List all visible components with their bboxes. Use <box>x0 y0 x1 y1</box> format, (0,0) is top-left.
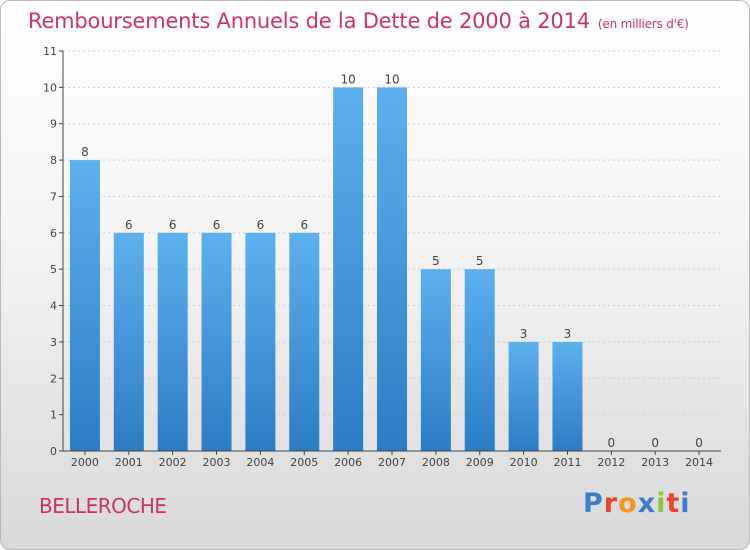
data-label-2000: 8 <box>81 145 89 159</box>
x-tick-label: 2010 <box>510 456 538 469</box>
y-tick-label: 10 <box>43 81 57 94</box>
x-tick-label: 2000 <box>71 456 99 469</box>
bar-2000 <box>69 160 100 451</box>
logo-letter: o <box>618 488 638 519</box>
bar-2005 <box>289 232 320 451</box>
y-tick-label: 0 <box>50 445 57 458</box>
x-tick-label: 2014 <box>685 456 713 469</box>
data-label-2010: 3 <box>520 327 528 341</box>
x-tick-label: 2001 <box>115 456 143 469</box>
data-label-2011: 3 <box>564 327 572 341</box>
bar-2003 <box>201 232 232 451</box>
proxiti-logo[interactable]: Proxiti <box>583 488 691 519</box>
chart-title-text: Remboursements Annuels de la Dette de 20… <box>28 9 590 33</box>
logo-letter: i <box>680 488 691 519</box>
logo-letter: i <box>656 488 667 519</box>
data-label-2004: 6 <box>257 218 265 232</box>
data-label-2013: 0 <box>651 436 659 450</box>
data-label-2005: 6 <box>300 218 308 232</box>
bar-2004 <box>245 232 276 451</box>
x-tick-label: 2003 <box>203 456 231 469</box>
y-tick-label: 8 <box>50 154 57 167</box>
y-tick-label: 5 <box>50 263 57 276</box>
y-tick-label: 1 <box>50 409 57 422</box>
logo-letter: r <box>603 488 619 519</box>
logo-letter: t <box>666 488 681 519</box>
x-tick-label: 2013 <box>641 456 669 469</box>
data-label-2007: 10 <box>384 72 399 86</box>
bars <box>69 87 583 451</box>
chart-unit: (en milliers d'€) <box>597 17 689 31</box>
data-label-2006: 10 <box>340 72 355 86</box>
bar-2007 <box>377 87 407 451</box>
y-tick-label: 7 <box>50 190 57 203</box>
data-label-2012: 0 <box>608 436 616 450</box>
y-axis: 0 1 2 3 4 5 6 7 8 9 10 11 <box>43 45 64 458</box>
data-label-2009: 5 <box>476 254 484 268</box>
x-axis: 2000 2001 2002 2003 2004 2005 2006 2007 2008 2009… <box>63 450 721 469</box>
bar-2010 <box>508 341 539 451</box>
data-label-2003: 6 <box>213 218 221 232</box>
bar-2006 <box>333 87 364 451</box>
x-tick-label: 2011 <box>553 456 581 469</box>
chart-title: Remboursements Annuels de la Dette de 20… <box>28 9 689 33</box>
x-tick-label: 2007 <box>378 456 406 469</box>
data-label-2001: 6 <box>125 218 133 232</box>
y-tick-label: 4 <box>50 300 57 313</box>
x-tick-label: 2002 <box>159 456 187 469</box>
y-tick-label: 2 <box>50 372 57 385</box>
logo-letter: P <box>583 488 604 519</box>
y-tick-label: 11 <box>43 45 57 58</box>
bar-2008 <box>420 269 451 451</box>
x-tick-label: 2008 <box>422 456 450 469</box>
x-tick-label: 2006 <box>334 456 362 469</box>
data-label-2014: 0 <box>695 436 703 450</box>
x-tick-label: 2004 <box>246 456 274 469</box>
bar-2011 <box>552 341 583 451</box>
data-labels: 8 6 6 6 6 6 10 10 5 5 3 3 0 0 0 <box>81 72 703 450</box>
data-label-2008: 5 <box>432 254 440 268</box>
bar-2009 <box>464 269 495 451</box>
data-label-2002: 6 <box>169 218 177 232</box>
commune-name: BELLEROCHE <box>39 494 167 518</box>
bar-2002 <box>157 232 188 451</box>
y-tick-label: 9 <box>50 118 57 131</box>
logo-letter: x <box>637 488 657 519</box>
x-tick-label: 2009 <box>466 456 494 469</box>
y-tick-label: 6 <box>50 227 57 240</box>
bar-2001 <box>113 232 144 451</box>
y-tick-label: 3 <box>50 336 57 349</box>
x-tick-label: 2012 <box>597 456 625 469</box>
x-tick-label: 2005 <box>290 456 318 469</box>
